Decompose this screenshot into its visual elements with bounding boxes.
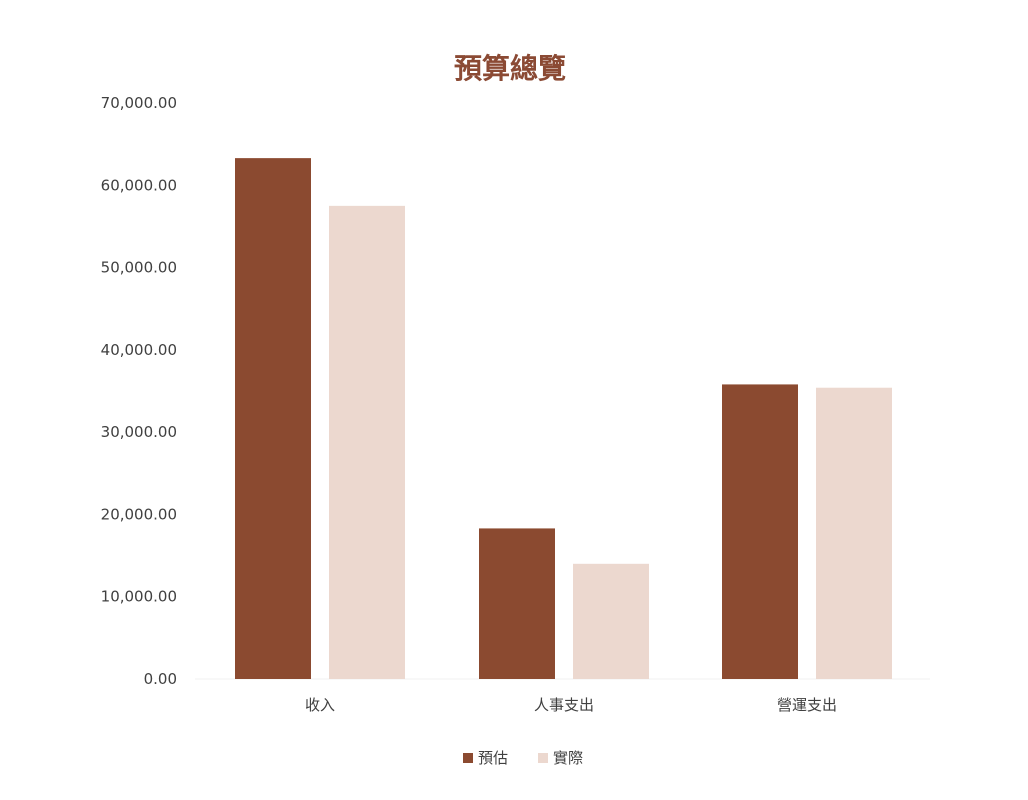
chart-title: 預算總覽 <box>454 52 566 85</box>
bar-預估-人事支出 <box>479 528 555 679</box>
y-tick-label: 70,000.00 <box>101 94 177 112</box>
y-tick-label: 30,000.00 <box>101 423 177 441</box>
y-tick-label: 50,000.00 <box>101 259 177 277</box>
legend-label: 實際 <box>553 749 583 767</box>
legend-swatch-預估 <box>463 753 473 763</box>
x-axis: 收入 人事支出 營運支出 <box>305 696 837 714</box>
y-tick-label: 60,000.00 <box>101 176 177 194</box>
legend-swatch-實際 <box>538 753 548 763</box>
y-tick-label: 10,000.00 <box>101 588 177 606</box>
bars <box>235 158 892 680</box>
bar-實際-收入 <box>329 205 405 679</box>
y-tick-label: 20,000.00 <box>101 505 177 523</box>
x-category-label: 人事支出 <box>534 696 594 714</box>
legend: 預估 實際 <box>463 749 583 767</box>
x-category-label: 營運支出 <box>777 696 837 714</box>
bar-預估-營運支出 <box>722 384 798 679</box>
legend-label: 預估 <box>478 749 508 767</box>
bar-實際-營運支出 <box>816 387 892 679</box>
x-category-label: 收入 <box>305 696 335 714</box>
y-tick-label: 40,000.00 <box>101 341 177 359</box>
y-axis: 0.00 10,000.00 20,000.00 30,000.00 40,000.00… <box>101 94 177 688</box>
y-tick-label: 0.00 <box>144 670 177 688</box>
bar-實際-人事支出 <box>573 563 649 679</box>
bar-預估-收入 <box>235 158 311 680</box>
